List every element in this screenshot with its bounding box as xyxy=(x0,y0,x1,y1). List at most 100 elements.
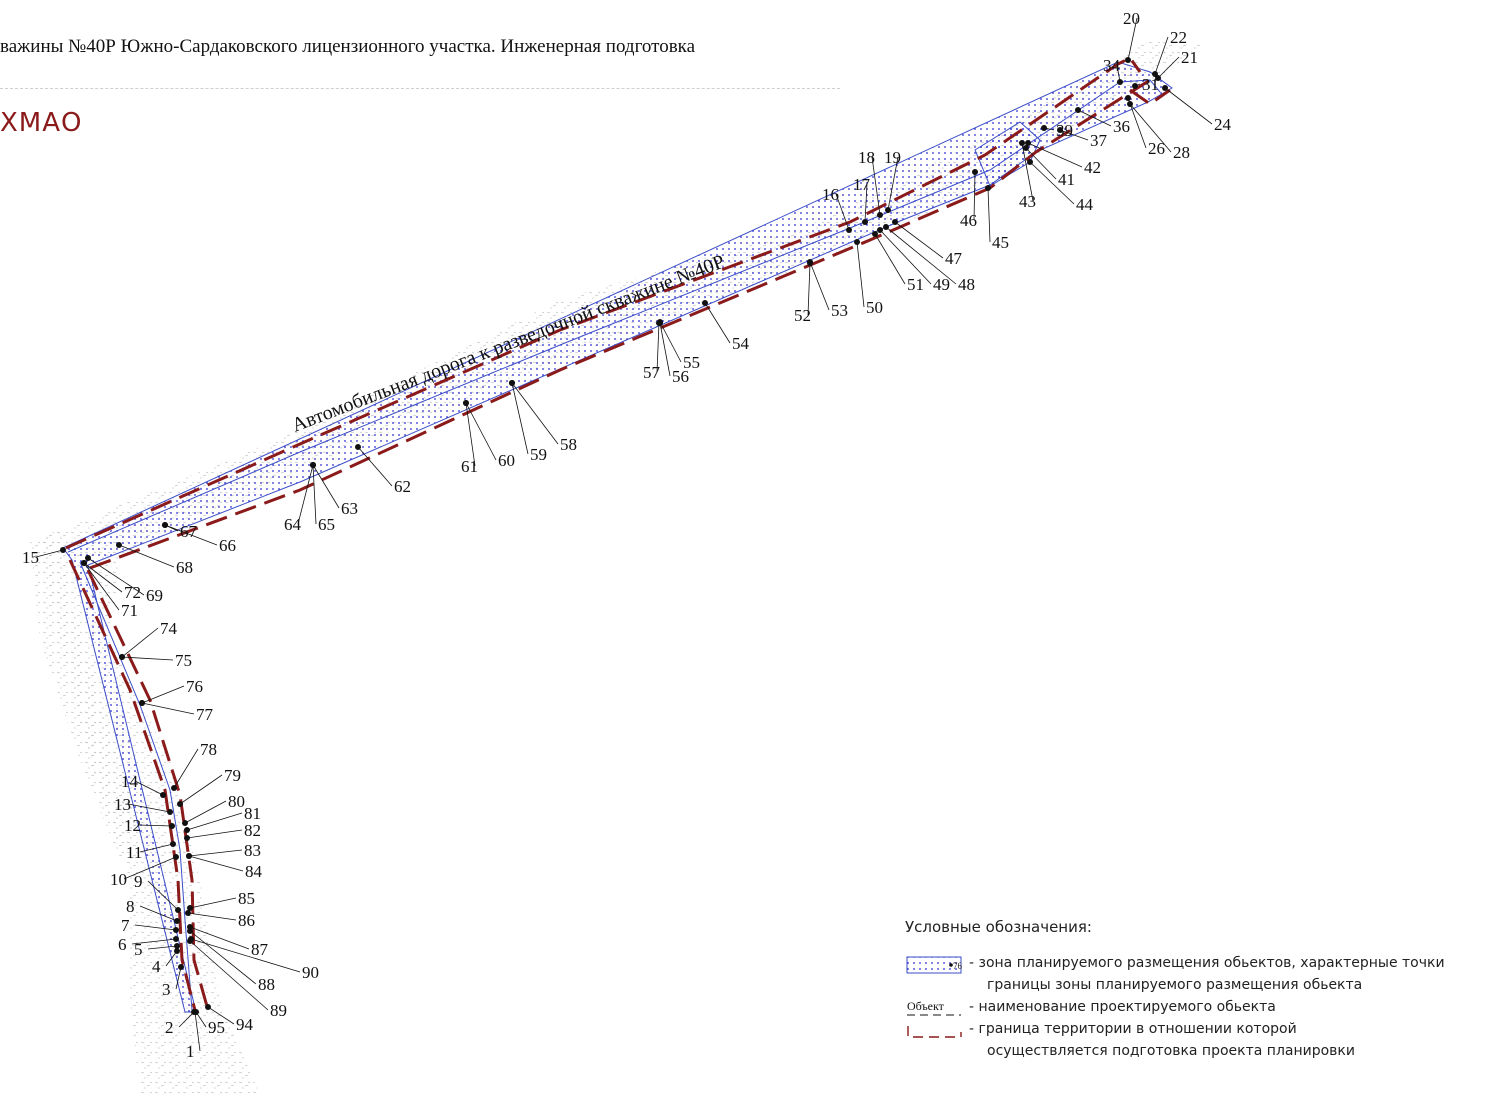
leader-line xyxy=(87,557,145,596)
leader-line xyxy=(141,702,195,715)
point-label: 6 xyxy=(118,935,127,954)
terrain-hatching xyxy=(30,40,1205,1095)
leader-line xyxy=(656,322,660,373)
point-label: 56 xyxy=(672,367,689,386)
leader-line xyxy=(659,322,671,377)
leader-line xyxy=(1134,83,1141,87)
leader-line xyxy=(173,748,199,789)
leader-line xyxy=(188,849,243,857)
point-label: 68 xyxy=(176,558,193,577)
point-label: 76 xyxy=(186,677,203,696)
point-label: 78 xyxy=(200,740,217,759)
leader-line xyxy=(184,800,227,824)
leader-line xyxy=(186,812,243,831)
leader-line xyxy=(178,1011,195,1028)
point-label: 1 xyxy=(186,1042,195,1061)
legend-text-boundary: - граница территории в отношении которой xyxy=(969,1021,1297,1037)
object-name-icon: Объект xyxy=(907,999,961,1016)
legend-item-boundary: - граница территории в отношении которой xyxy=(905,1018,1490,1040)
leader-line xyxy=(83,562,123,593)
leader-line xyxy=(465,402,497,461)
point-label: 55 xyxy=(683,353,700,372)
leader-line xyxy=(35,549,64,558)
point-label: 74 xyxy=(160,619,178,638)
leader-line xyxy=(856,241,865,308)
legend-item-zone-cont: границы зоны планируемого размещения обь… xyxy=(905,974,1490,996)
leader-line xyxy=(1154,36,1169,75)
point-label: 83 xyxy=(244,841,261,860)
boundary-dash-icon xyxy=(907,1026,962,1038)
point-label: 88 xyxy=(258,975,275,994)
point-label: 11 xyxy=(126,843,142,862)
leader-line xyxy=(511,382,559,445)
leader-line xyxy=(312,464,317,525)
point-label: 89 xyxy=(270,1001,287,1020)
point-label: 59 xyxy=(530,445,547,464)
point-label: 81 xyxy=(244,804,261,823)
leader-line xyxy=(207,1006,235,1025)
point-label: 86 xyxy=(238,911,255,930)
leader-line xyxy=(1021,142,1034,202)
point-label: 84 xyxy=(245,862,263,881)
point-label: 9 xyxy=(134,872,143,891)
point-label: 71 xyxy=(121,601,138,620)
point-label: 61 xyxy=(461,457,478,476)
point-label: 69 xyxy=(146,586,163,605)
leader-line xyxy=(809,261,830,311)
legend-text-object: - наименование проектируемого обьекта xyxy=(969,999,1276,1015)
point-label: 82 xyxy=(244,821,261,840)
point-label: 42 xyxy=(1084,158,1101,177)
point-label: 90 xyxy=(302,963,319,982)
point-label: 16 xyxy=(822,185,839,204)
leader-line xyxy=(190,938,301,973)
leader-line xyxy=(885,226,957,285)
leader-line xyxy=(139,905,178,922)
point-label: 49 xyxy=(933,275,950,294)
legend-item-object: Объект - наименование проектируемого обь… xyxy=(905,996,1490,1018)
legend-text-boundary-cont: осуществляется подготовка проекта планир… xyxy=(987,1043,1355,1059)
leader-line xyxy=(137,824,173,827)
leader-line xyxy=(164,524,179,532)
point-label: 21 xyxy=(1181,48,1198,67)
point-label: 65 xyxy=(318,515,335,534)
leader-line xyxy=(123,856,177,880)
leader-line xyxy=(1164,87,1213,125)
point-label: 44 xyxy=(1076,195,1094,214)
road-axis-line-south xyxy=(79,561,193,1011)
leader-line xyxy=(1077,109,1112,127)
leader-line xyxy=(874,233,906,285)
leader-line xyxy=(164,524,218,546)
region-label: ХМАО xyxy=(0,108,83,138)
leader-line xyxy=(127,803,171,813)
point-label: 79 xyxy=(224,766,241,785)
point-label: 20 xyxy=(1123,9,1140,28)
point-label: 43 xyxy=(1019,192,1036,211)
point-label: 52 xyxy=(794,306,811,325)
leader-line xyxy=(864,183,868,223)
leader-line xyxy=(973,171,976,221)
point-label: 85 xyxy=(238,889,255,908)
point-label: 31 xyxy=(1142,75,1159,94)
leader-line xyxy=(894,221,944,259)
leader-line xyxy=(1157,56,1180,79)
leader-line xyxy=(511,382,529,455)
point-label: 75 xyxy=(175,651,192,670)
point-label: 46 xyxy=(960,211,977,230)
leader-line xyxy=(1043,127,1055,131)
leader-line xyxy=(141,685,185,704)
point-label: 5 xyxy=(134,940,143,959)
leader-line xyxy=(188,855,244,872)
leader-line xyxy=(357,446,393,487)
leader-line xyxy=(179,774,223,805)
point-label: 60 xyxy=(498,451,515,470)
point-label: 7 xyxy=(121,916,130,935)
point-label: 53 xyxy=(831,301,848,320)
leader-line xyxy=(195,1011,207,1028)
leader-line xyxy=(194,1011,201,1052)
point-label: 39 xyxy=(1056,121,1073,140)
point-label: 36 xyxy=(1113,117,1130,136)
leader-line xyxy=(121,656,174,661)
header-divider xyxy=(0,88,840,89)
legend-text-zone: - зона планируемого размещения обьектов,… xyxy=(969,955,1445,971)
